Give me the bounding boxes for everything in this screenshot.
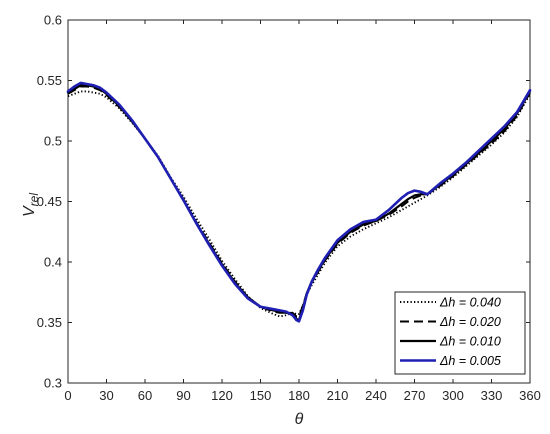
- y-axis-label: Vrel: [21, 193, 41, 217]
- x-tick-label: 360: [519, 388, 541, 403]
- y-tick-label: 0.6: [44, 13, 62, 28]
- y-axis-label-subscript: rel: [27, 193, 41, 207]
- x-tick-label: 30: [99, 388, 113, 403]
- x-tick-label: 60: [138, 388, 152, 403]
- legend-label-2: Δh = 0.020: [439, 315, 501, 329]
- legend-label-1: Δh = 0.040: [439, 296, 501, 310]
- series-layer: [66, 81, 532, 323]
- tick-layer: 0 30 60 90 120 150 180 210 240 270 300 330 360 0.3 0.3…: [37, 13, 541, 404]
- x-tick-label: 300: [442, 388, 464, 403]
- legend: Δh = 0.040 Δh = 0.020 Δh = 0.010 Δh = 0.005: [394, 291, 526, 375]
- x-axis-label: θ: [295, 411, 304, 428]
- x-tick-label: 150: [250, 388, 272, 403]
- x-tick-label: 270: [404, 388, 426, 403]
- y-tick-label: 0.45: [37, 194, 62, 209]
- y-tick-label: 0.3: [44, 376, 62, 391]
- y-tick-label: 0.4: [44, 255, 62, 270]
- legend-label-4: Δh = 0.005: [439, 354, 501, 368]
- x-tick-label: 90: [176, 388, 190, 403]
- svg-text:Vrel: Vrel: [21, 193, 41, 217]
- x-tick-label: 180: [288, 388, 310, 403]
- x-tick-label: 210: [327, 388, 349, 403]
- series-line-4: [66, 81, 532, 323]
- y-tick-label: 0.35: [37, 315, 62, 330]
- y-tick-label: 0.5: [44, 134, 62, 149]
- y-axis-label-main: V: [21, 205, 38, 217]
- x-tick-label: 240: [365, 388, 387, 403]
- legend-label-3: Δh = 0.010: [439, 335, 501, 349]
- x-tick-label: 0: [64, 388, 71, 403]
- y-tick-label: 0.55: [37, 73, 62, 88]
- x-tick-label: 330: [481, 388, 503, 403]
- x-tick-label: 120: [211, 388, 233, 403]
